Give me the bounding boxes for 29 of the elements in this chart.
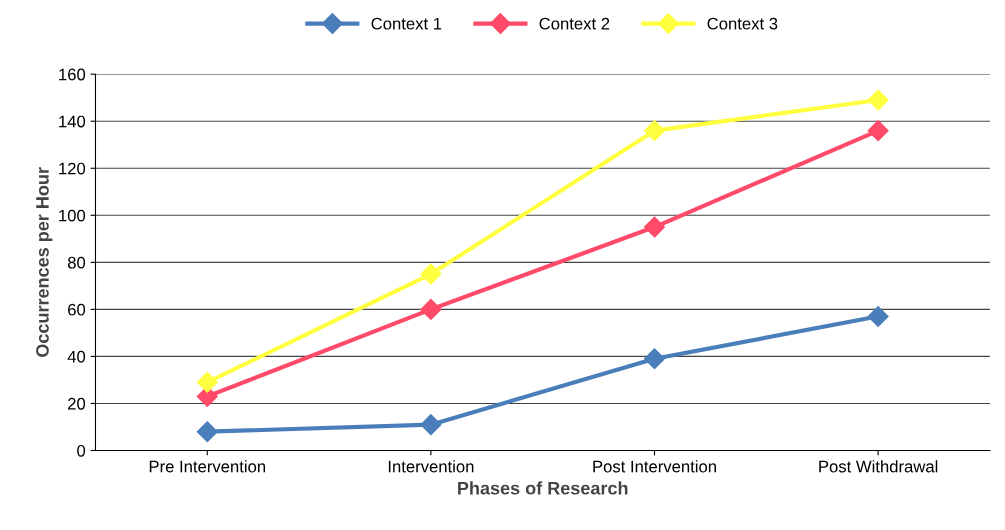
- y-tick-label: 0: [77, 444, 86, 457]
- x-tick-label: Pre Intervention: [149, 460, 266, 473]
- x-axis-title: Phases of Research: [458, 481, 628, 495]
- y-tick-label: 40: [67, 350, 86, 363]
- y-tick-label: 160: [59, 68, 86, 81]
- legend-label: Context 3: [707, 17, 778, 30]
- point: [420, 263, 442, 285]
- point: [196, 421, 218, 443]
- point: [643, 120, 666, 142]
- point: [867, 89, 889, 111]
- x-tick-label: Post Withdrawal: [819, 460, 938, 473]
- point: [867, 120, 889, 142]
- point: [420, 414, 442, 436]
- y-tick-label: 120: [59, 162, 86, 175]
- y-tick-label: 80: [67, 256, 86, 269]
- y-axis-title: Occurrences per Hour: [36, 167, 53, 357]
- point: [196, 371, 218, 393]
- point: [643, 216, 666, 238]
- x-tick-label: Post Intervention: [593, 460, 716, 473]
- legend-label: Context 2: [539, 17, 610, 30]
- y-tick-label: 140: [59, 115, 86, 128]
- point: [867, 305, 889, 327]
- y-tick-label: 20: [68, 397, 86, 410]
- y-tick-label: 100: [59, 209, 86, 222]
- y-tick-label: 60: [68, 303, 86, 316]
- legend-label: Context 1: [371, 17, 442, 30]
- point: [643, 348, 666, 370]
- point: [420, 298, 442, 320]
- x-tick-label: Intervention: [388, 460, 474, 473]
